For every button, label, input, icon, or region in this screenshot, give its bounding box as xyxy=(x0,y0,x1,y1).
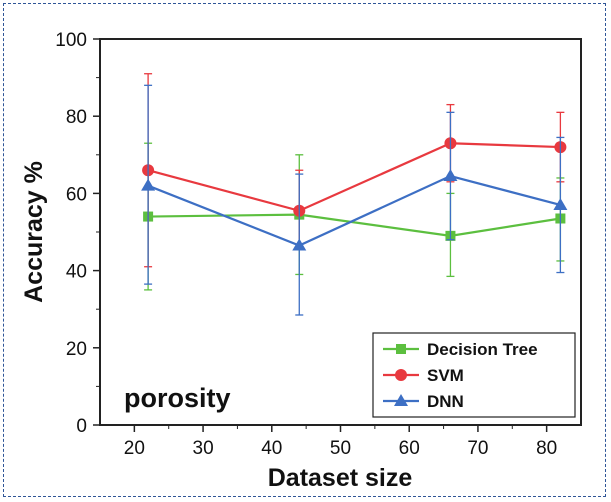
svm-line xyxy=(147,142,561,212)
x-tick-label: 30 xyxy=(193,438,214,459)
porosity-annotation: porosity xyxy=(124,383,231,413)
decision-tree-line xyxy=(148,213,561,237)
y-tick-label: 20 xyxy=(66,339,87,360)
legend-label-dnn: DNN xyxy=(427,392,464,411)
dnn-point xyxy=(443,169,458,182)
figure-frame xyxy=(3,3,606,497)
series-decision-tree xyxy=(143,142,566,291)
x-tick-label: 80 xyxy=(536,438,557,459)
legend-label-svm: SVM xyxy=(427,366,464,385)
x-tick-label: 60 xyxy=(399,438,420,459)
legend-marker-dnn xyxy=(394,394,408,406)
x-tick-label: 20 xyxy=(124,438,145,459)
y-tick-label: 80 xyxy=(66,107,87,128)
series-svm xyxy=(142,73,567,268)
y-tick-label: 60 xyxy=(66,184,87,205)
legend-marker-svm xyxy=(395,369,407,381)
y-tick-label: 0 xyxy=(76,416,87,437)
dnn-line xyxy=(147,174,561,247)
x-axis-label: Dataset size xyxy=(268,464,413,492)
x-tick-label: 50 xyxy=(330,438,351,459)
x-tick-label: 70 xyxy=(467,438,488,459)
dnn-point xyxy=(292,238,307,251)
legend-label-decision-tree: Decision Tree xyxy=(427,340,538,359)
dnn-point xyxy=(553,197,568,210)
legend-marker-decision-tree xyxy=(396,344,406,354)
y-axis-label: Accuracy % xyxy=(20,161,48,303)
legend: Decision Tree SVM DNN xyxy=(372,332,576,418)
dnn-point xyxy=(141,178,156,191)
x-tick-label: 40 xyxy=(261,438,282,459)
series-dnn xyxy=(141,84,568,316)
y-tick-label: 100 xyxy=(55,30,87,51)
y-tick-label: 40 xyxy=(66,262,87,283)
